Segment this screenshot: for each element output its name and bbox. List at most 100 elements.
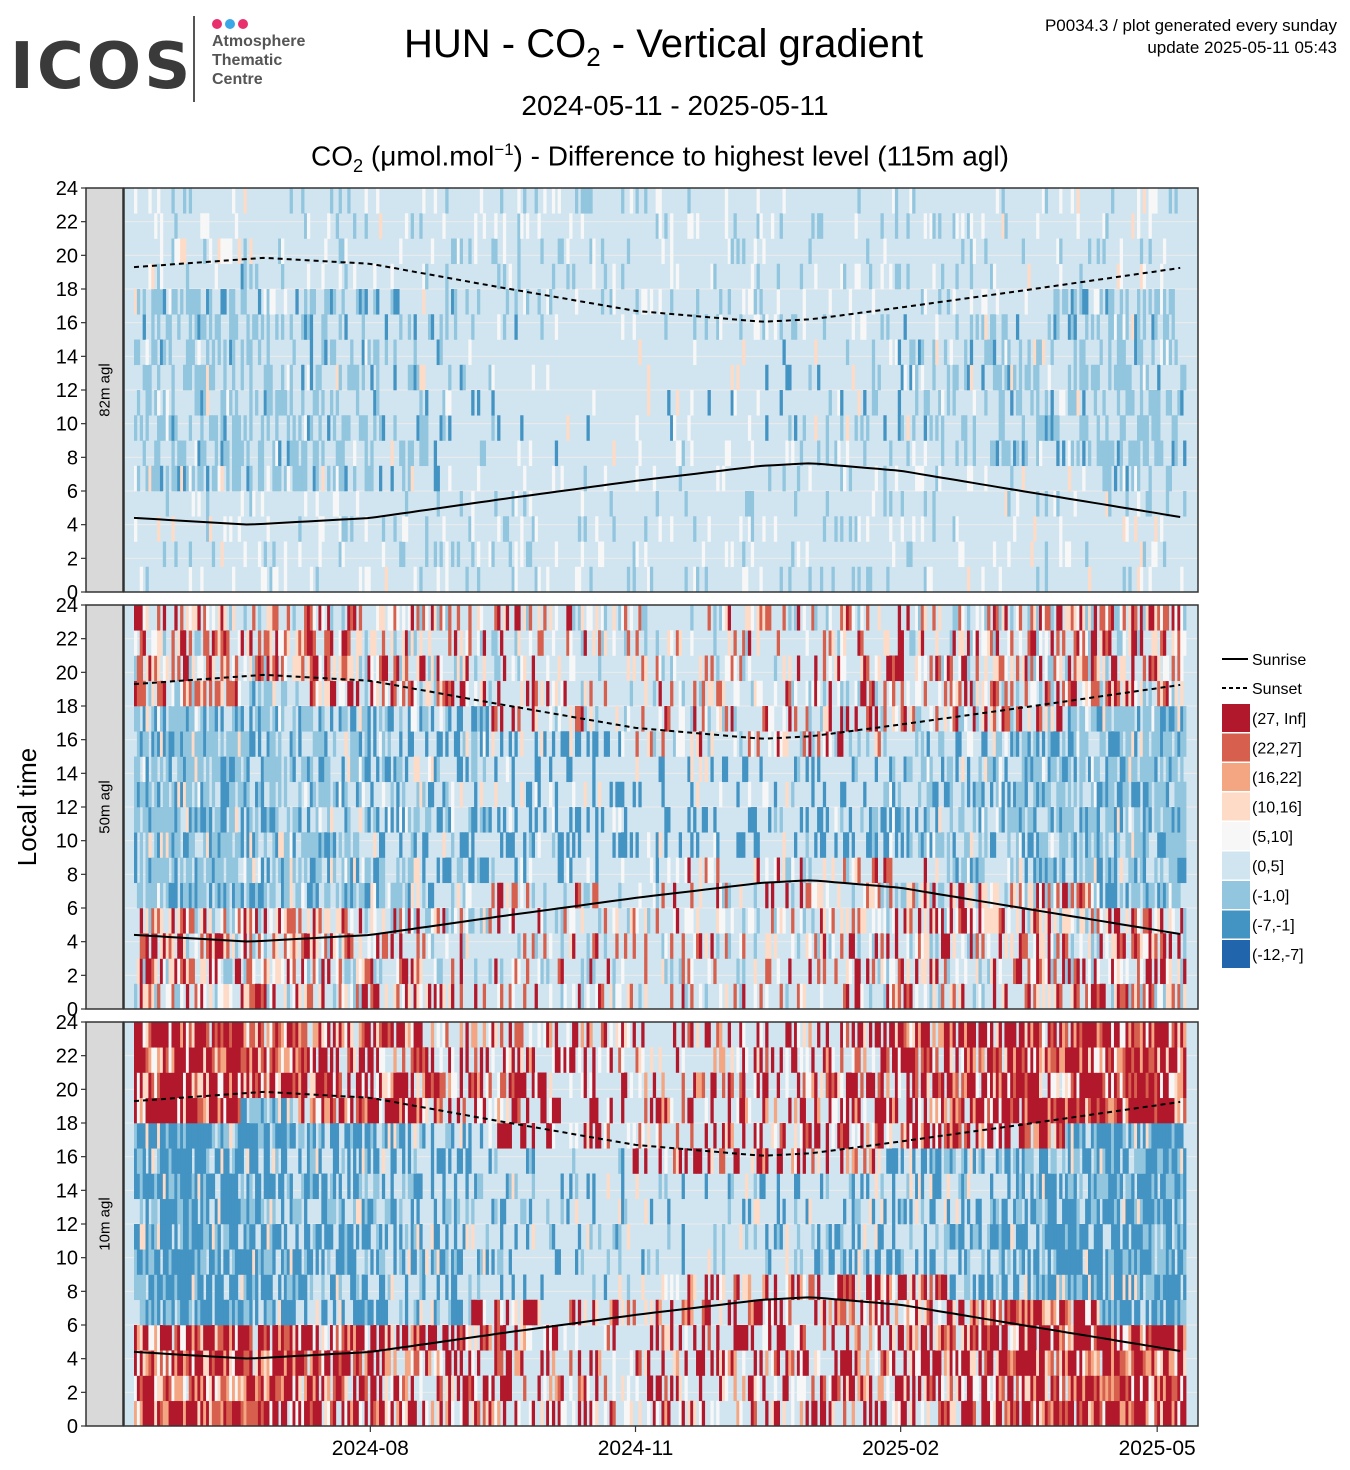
heat-cell bbox=[378, 655, 383, 682]
heat-cell bbox=[644, 516, 648, 542]
heat-cell bbox=[191, 1400, 195, 1427]
heat-cell bbox=[439, 807, 443, 833]
heat-cell bbox=[1180, 832, 1184, 858]
heat-cell bbox=[577, 807, 582, 833]
heat-cell bbox=[1085, 289, 1089, 315]
heat-cell bbox=[1001, 655, 1005, 682]
heat-cell bbox=[154, 1097, 158, 1124]
heat-cell bbox=[364, 857, 368, 884]
heat-cell bbox=[231, 680, 236, 707]
heat-cell bbox=[436, 983, 440, 1010]
heat-cell bbox=[883, 832, 887, 858]
heat-cell bbox=[595, 706, 599, 732]
heat-cell bbox=[886, 630, 890, 656]
heat-cell bbox=[171, 655, 175, 682]
heat-cell bbox=[713, 807, 717, 833]
heat-cell bbox=[306, 756, 311, 783]
heat-cell bbox=[353, 958, 357, 985]
heat-cell bbox=[315, 491, 319, 517]
heat-cell bbox=[338, 364, 342, 391]
heat-cell bbox=[1177, 605, 1181, 631]
heat-cell bbox=[747, 731, 752, 757]
heat-cell bbox=[335, 882, 340, 909]
heat-cell bbox=[1116, 832, 1121, 858]
heat-cell bbox=[840, 415, 844, 441]
heat-cell bbox=[935, 465, 939, 492]
heat-cell bbox=[425, 680, 429, 707]
heat-cell bbox=[1085, 908, 1089, 934]
heat-cell bbox=[892, 655, 896, 682]
heat-cell bbox=[200, 706, 204, 732]
y-tick-label: 16 bbox=[56, 730, 78, 752]
heat-cell bbox=[159, 1173, 164, 1200]
heat-cell bbox=[1128, 731, 1132, 757]
heat-cell bbox=[730, 655, 734, 682]
heat-cell bbox=[776, 958, 781, 985]
heat-cell bbox=[1039, 415, 1043, 441]
heat-cell bbox=[952, 857, 956, 884]
heat-cell bbox=[1111, 882, 1115, 909]
heat-cell bbox=[969, 857, 974, 884]
heat-cell bbox=[361, 364, 365, 391]
heat-cell bbox=[753, 983, 757, 1010]
heat-cell bbox=[915, 605, 919, 631]
heat-cell bbox=[1160, 958, 1164, 985]
heat-cell bbox=[1154, 857, 1158, 884]
heat-cell bbox=[134, 516, 138, 542]
heat-cell bbox=[180, 1400, 184, 1427]
heat-cell bbox=[148, 1123, 152, 1149]
heat-cell bbox=[145, 983, 149, 1010]
heat-cell bbox=[1085, 605, 1089, 631]
heat-cell bbox=[840, 263, 844, 290]
heat-cell bbox=[174, 541, 178, 568]
heat-cell bbox=[257, 655, 262, 682]
heat-cell bbox=[1085, 314, 1089, 340]
heat-cell bbox=[1105, 933, 1109, 959]
heat-cell bbox=[750, 541, 755, 568]
heat-cell bbox=[433, 605, 438, 631]
heat-cell bbox=[301, 882, 305, 909]
heat-cell bbox=[312, 440, 316, 467]
heat-cell bbox=[148, 263, 152, 290]
heat-cell bbox=[206, 491, 210, 517]
heat-cell bbox=[1015, 605, 1020, 631]
heat-cell bbox=[1108, 958, 1112, 985]
heat-cell bbox=[1082, 958, 1086, 985]
heat-cell bbox=[690, 390, 694, 416]
heat-cell bbox=[698, 857, 703, 884]
heat-cell bbox=[1082, 465, 1086, 492]
heat-cell bbox=[185, 339, 190, 366]
heat-cell bbox=[1131, 756, 1135, 783]
heat-cell bbox=[1015, 680, 1020, 707]
heat-cell bbox=[520, 731, 524, 757]
heat-cell bbox=[834, 958, 838, 985]
heat-cell bbox=[782, 857, 786, 884]
heat-cell bbox=[407, 857, 412, 884]
heat-cell bbox=[549, 781, 553, 808]
heat-cell bbox=[1015, 908, 1020, 934]
heat-cell bbox=[433, 958, 438, 985]
heat-cell bbox=[338, 680, 342, 707]
heat-cell bbox=[134, 857, 138, 884]
heat-cell bbox=[906, 213, 910, 239]
heat-cell bbox=[1134, 933, 1138, 959]
heat-cell bbox=[1093, 807, 1098, 833]
heat-cell bbox=[1044, 605, 1049, 631]
heat-cell bbox=[1047, 680, 1051, 707]
heat-cell bbox=[165, 1198, 169, 1225]
heat-cell bbox=[332, 857, 337, 884]
heat-cell bbox=[946, 958, 951, 985]
heat-cell bbox=[719, 908, 723, 934]
heat-cell bbox=[180, 1325, 184, 1351]
heat-cell bbox=[788, 655, 792, 682]
heat-cell bbox=[693, 339, 697, 366]
heat-cell bbox=[502, 807, 507, 833]
heat-cell bbox=[370, 680, 374, 707]
heat-cell bbox=[191, 1274, 195, 1301]
heat-cell bbox=[658, 289, 662, 315]
heat-cell bbox=[1174, 188, 1178, 214]
heat-cell bbox=[376, 289, 380, 315]
heat-cell bbox=[151, 933, 155, 959]
heat-cell bbox=[260, 314, 265, 340]
heat-cell bbox=[145, 415, 149, 441]
